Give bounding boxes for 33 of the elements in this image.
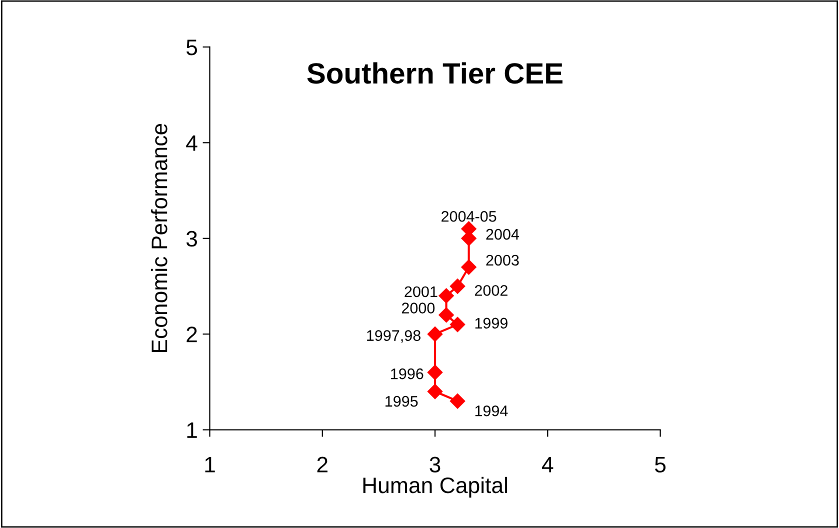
x-tick-label: 4	[542, 456, 554, 472]
point	[427, 364, 443, 380]
annotation: 1996	[391, 368, 424, 380]
annotation: 1995	[386, 396, 418, 407]
y-tick-label: 5	[186, 40, 198, 56]
annotation: 2001	[404, 286, 438, 298]
annotation: 2004-05	[442, 210, 496, 222]
point	[450, 316, 466, 332]
point	[427, 326, 443, 342]
chart-title: Southern Tier CEE	[307, 62, 562, 84]
point	[450, 394, 466, 409]
x-tick-label: 1	[205, 456, 215, 472]
annotation: 1997,98	[367, 330, 420, 343]
y-axis-title: Economic Performance	[150, 124, 168, 352]
x-tick-label: 2	[317, 456, 328, 472]
point	[438, 307, 454, 323]
y-tick-label: 3	[186, 230, 197, 247]
y-tick-label: 2	[186, 326, 197, 342]
point	[427, 384, 443, 400]
y-tick-label: 4	[186, 135, 198, 151]
annotation: 2004	[486, 228, 520, 240]
x-axis-title: Human Capital	[363, 476, 508, 498]
x-tick-label: 3	[430, 456, 440, 473]
annotation: 1999	[475, 318, 508, 329]
point	[461, 260, 476, 275]
point	[438, 288, 454, 304]
y-tick-label: 1	[187, 422, 197, 438]
x-tick-label: 5	[655, 456, 666, 473]
annotation: 1994	[475, 405, 508, 416]
annotation: 2002	[474, 285, 508, 296]
annotation: 2003	[486, 254, 519, 266]
point	[450, 278, 466, 294]
annotation: 2000	[402, 302, 435, 314]
